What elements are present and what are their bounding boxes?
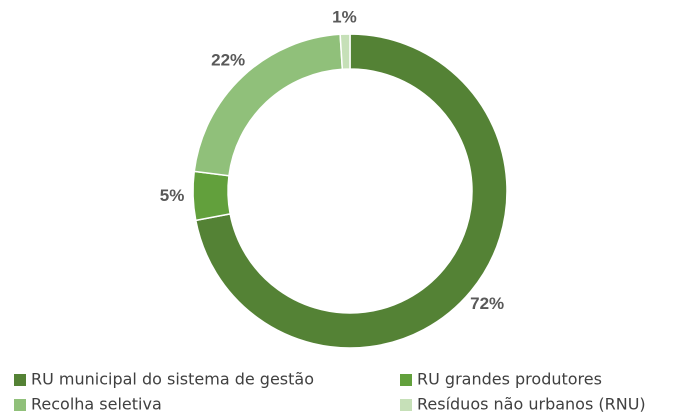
data-label: 22% [211,51,245,70]
legend-swatch [14,399,26,411]
legend-label: RU grandes produtores [417,370,602,389]
legend-swatch [400,399,412,411]
legend-label: RU municipal do sistema de gestão [31,370,314,389]
data-label: 5% [160,186,185,205]
legend-label: Recolha seletiva [31,395,162,414]
donut-segment [194,33,508,349]
legend-label: Resíduos não urbanos (RNU) [417,395,646,414]
donut-segment [192,170,232,222]
data-label: 1% [332,7,357,26]
donut-segment [339,33,351,71]
legend-swatch [14,374,26,386]
data-label: 72% [470,294,504,313]
legend-swatch [400,374,412,386]
